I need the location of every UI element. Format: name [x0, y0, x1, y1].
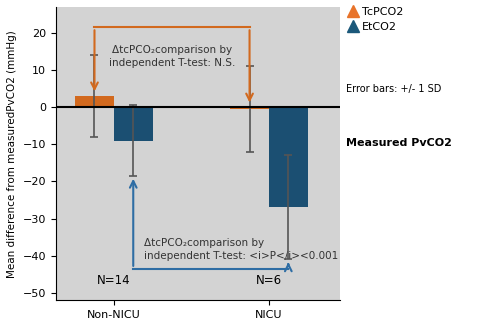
Bar [269, 107, 308, 208]
Text: N=6: N=6 [256, 274, 282, 287]
Text: Error bars: +/- 1 SD: Error bars: +/- 1 SD [346, 84, 441, 94]
Legend: TcPCO2, EtCO2: TcPCO2, EtCO2 [348, 7, 403, 32]
Text: ΔtcPCO₂comparison by: ΔtcPCO₂comparison by [144, 238, 264, 248]
Bar [114, 107, 152, 141]
Bar [75, 96, 114, 107]
Text: N=14: N=14 [97, 274, 130, 287]
Text: independent T-test: N.S.: independent T-test: N.S. [109, 58, 235, 68]
Y-axis label: Mean difference from measuredPvCO2 (mmHg): Mean difference from measuredPvCO2 (mmHg… [7, 30, 17, 278]
Bar [230, 107, 269, 109]
Text: Measured PvCO2: Measured PvCO2 [346, 138, 452, 148]
Text: independent T-test: <i>P</i><0.001: independent T-test: <i>P</i><0.001 [144, 251, 338, 261]
Text: ΔtcPCO₂comparison by: ΔtcPCO₂comparison by [112, 45, 232, 55]
